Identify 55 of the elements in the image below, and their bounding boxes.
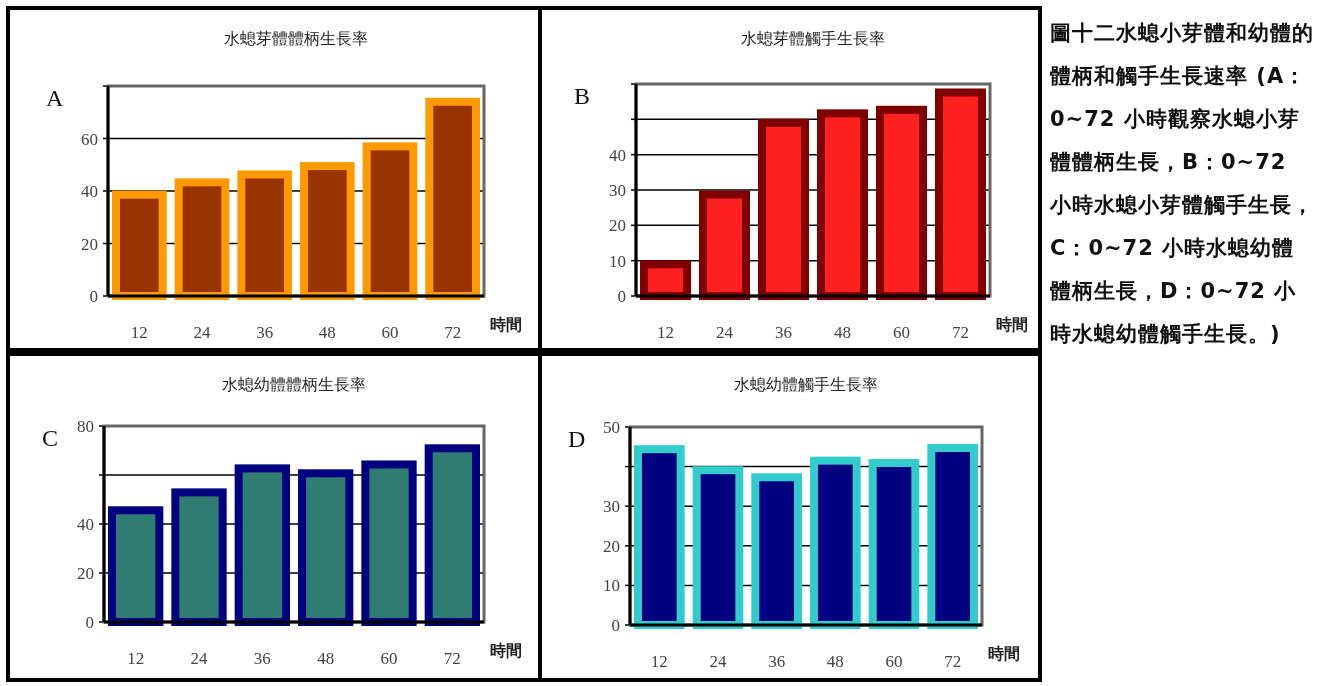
y-tick-label: 20 — [609, 216, 626, 236]
x-tick-label: 24 — [716, 323, 734, 342]
x-tick-label: 12 — [650, 652, 668, 671]
y-tick-label: 20 — [77, 564, 94, 583]
text: A — [46, 85, 64, 111]
x-tick-label: 24 — [193, 323, 211, 342]
x-tick-label: 24 — [190, 649, 208, 668]
text: C — [42, 425, 59, 451]
x-axis-title: 時間 — [988, 644, 1020, 663]
y-tick-label: 10 — [609, 251, 626, 271]
y-tick-label: 10 — [603, 576, 620, 596]
x-tick-label: 60 — [380, 649, 398, 668]
x-axis-title: 時間 — [490, 641, 522, 660]
text: 圖十二水螅小芽體和幼體的體柄和觸手生長速率 (A：0~72 小時觀察水螅小芽體體柄生長，B：0~72 小時水螅小芽體觸手生長，C：0~72 小時水螅幼體體柄生長，D：0~72 小時水螅幼體觸手生長。) — [1050, 20, 1314, 348]
chart-title: 水螅幼體體柄生長率 — [222, 375, 366, 394]
chart-title: 水螅幼體觸手生長率 — [734, 375, 878, 394]
x-tick-label: 72 — [443, 649, 461, 668]
text: D — [568, 426, 586, 452]
y-tick-label: 0 — [617, 287, 626, 306]
chart-title: 水螅芽體體柄生長率 — [224, 29, 368, 48]
x-tick-label: 36 — [768, 652, 786, 671]
chart-title: 水螅芽體觸手生長率 — [741, 29, 885, 48]
x-tick-label: 48 — [834, 323, 851, 342]
x-tick-label: 60 — [893, 323, 910, 342]
y-tick-label: 30 — [603, 497, 620, 517]
x-tick-label: 60 — [885, 652, 903, 671]
y-tick-label: 50 — [603, 418, 620, 437]
x-tick-label: 72 — [944, 652, 962, 671]
y-tick-label: 30 — [609, 181, 626, 200]
x-tick-label: 36 — [253, 649, 271, 668]
x-tick-label: 36 — [256, 323, 274, 342]
text: B — [574, 83, 591, 109]
y-tick-label: 0 — [85, 613, 94, 632]
x-tick-label: 36 — [775, 323, 792, 342]
y-tick-label: 20 — [81, 234, 98, 254]
y-tick-label: 0 — [611, 616, 620, 635]
x-tick-label: 60 — [381, 323, 399, 342]
y-tick-label: 0 — [89, 287, 98, 306]
x-axis-title: 時間 — [996, 315, 1028, 334]
x-tick-label: 24 — [709, 652, 727, 671]
y-tick-label: 40 — [77, 515, 94, 534]
y-tick-label: 40 — [81, 182, 98, 201]
x-axis-title: 時間 — [490, 315, 522, 334]
y-tick-label: 60 — [81, 129, 98, 149]
x-tick-label: 72 — [444, 323, 462, 342]
y-tick-label: 20 — [603, 536, 620, 556]
x-tick-label: 48 — [318, 323, 336, 342]
x-tick-label: 72 — [952, 323, 969, 342]
x-tick-label: 12 — [127, 649, 145, 668]
x-tick-label: 12 — [657, 323, 674, 342]
x-tick-label: 12 — [130, 323, 148, 342]
y-tick-label: 40 — [609, 145, 626, 165]
x-tick-label: 48 — [826, 652, 844, 671]
y-tick-label: 80 — [77, 417, 94, 436]
x-tick-label: 48 — [317, 649, 335, 668]
